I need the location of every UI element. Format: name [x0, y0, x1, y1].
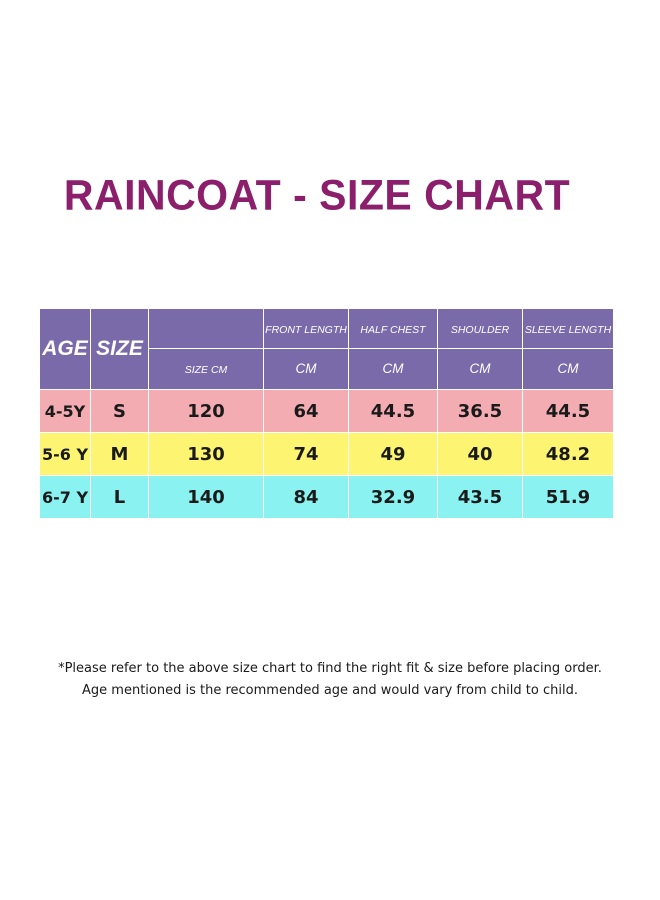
table-row: 5-6 Y M 130 74 49 40 48.2	[39, 432, 614, 476]
header-sleeve-length: SLEEVE LENGTH	[522, 308, 614, 349]
cell-age: 6-7 Y	[39, 475, 91, 519]
cell-size-cm: 130	[148, 432, 264, 476]
cell-size-cm: 140	[148, 475, 264, 519]
cell-half-chest: 49	[348, 432, 438, 476]
note-age-recommendation: Age mentioned is the recommended age and…	[82, 683, 578, 698]
cell-front-length: 74	[263, 432, 349, 476]
table-row: 6-7 Y L 140 84 32.9 43.5 51.9	[39, 475, 614, 519]
cell-half-chest: 32.9	[348, 475, 438, 519]
cell-half-chest: 44.5	[348, 389, 438, 433]
cell-sleeve-length: 44.5	[522, 389, 614, 433]
header-size-label: SIZE	[96, 337, 143, 360]
header-row-units: SIZE CM CM CM CM CM	[40, 348, 614, 390]
header-age: AGE	[39, 308, 91, 390]
unit-sleeve-length: CM	[522, 348, 614, 390]
page-title: RAINCOAT - SIZE CHART	[63, 170, 571, 220]
cell-age: 4-5Y	[39, 389, 91, 433]
cell-front-length: 84	[263, 475, 349, 519]
table-row: 4-5Y S 120 64 44.5 36.5 44.5	[39, 389, 614, 433]
cell-front-length: 64	[263, 389, 349, 433]
cell-shoulder: 40	[437, 432, 523, 476]
cell-shoulder: 43.5	[437, 475, 523, 519]
header-size-cm-top	[148, 308, 264, 349]
cell-age: 5-6 Y	[39, 432, 91, 476]
cell-size: L	[90, 475, 149, 519]
cell-size: M	[90, 432, 149, 476]
unit-half-chest: CM	[348, 348, 438, 390]
header-row-labels: AGE SIZE FRONT LENGTH HALF CHEST SHOULDE…	[39, 308, 614, 390]
header-half-chest: HALF CHEST	[348, 308, 438, 349]
unit-shoulder: CM	[437, 348, 523, 390]
header-size: SIZE	[90, 308, 149, 390]
cell-sleeve-length: 48.2	[522, 432, 614, 476]
unit-front-length: CM	[263, 348, 349, 390]
note-refer-chart: *Please refer to the above size chart to…	[58, 661, 602, 676]
header-age-label: AGE	[42, 337, 88, 360]
cell-sleeve-length: 51.9	[522, 475, 614, 519]
header-front-length: FRONT LENGTH	[263, 308, 349, 349]
cell-size-cm: 120	[148, 389, 264, 433]
cell-shoulder: 36.5	[437, 389, 523, 433]
header-size-cm: SIZE CM	[148, 348, 264, 390]
header-shoulder: SHOULDER	[437, 308, 523, 349]
size-chart-table: AGE SIZE FRONT LENGTH HALF CHEST SHOULDE…	[39, 308, 614, 519]
cell-size: S	[90, 389, 149, 433]
